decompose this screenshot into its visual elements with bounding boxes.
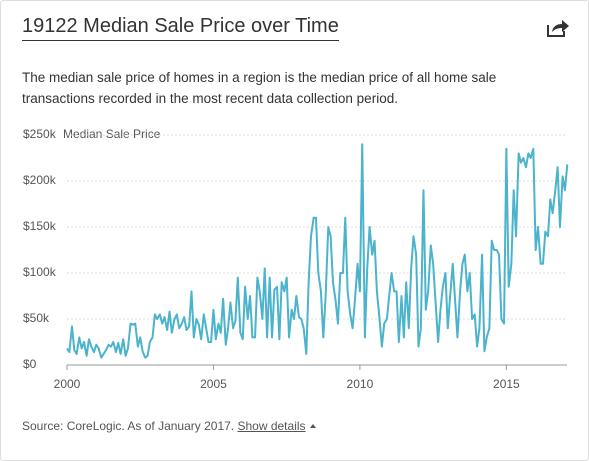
- title: 19122 Median Sale Price over Time: [22, 15, 339, 41]
- y-tick-label: $200k: [23, 173, 57, 187]
- description: The median sale price of homes in a regi…: [22, 70, 497, 106]
- footer: Source: CoreLogic. As of January 2017. S…: [22, 419, 317, 433]
- y-tick-label: $0: [23, 357, 37, 371]
- y-axis-label: Median Sale Price: [63, 127, 161, 141]
- y-tick-label: $100k: [23, 265, 57, 279]
- source: Source: CoreLogic. As of January 2017.: [22, 419, 235, 433]
- share-icon[interactable]: [546, 17, 570, 39]
- y-tick-label: $250k: [23, 127, 57, 141]
- x-tick-label: 2005: [200, 377, 227, 391]
- x-tick-label: 2010: [347, 377, 374, 391]
- x-tick-label: 2015: [493, 377, 520, 391]
- y-tick-label: $50k: [23, 311, 50, 325]
- line: [66, 143, 569, 359]
- show-details-link[interactable]: Show details: [237, 419, 306, 433]
- caret-icon: [309, 424, 316, 428]
- x-tick-label: 2000: [54, 377, 81, 391]
- chart: Median Sale Price $0 $50k $100k $150k $200k $…: [23, 127, 569, 391]
- y-tick-label: $150k: [23, 219, 57, 233]
